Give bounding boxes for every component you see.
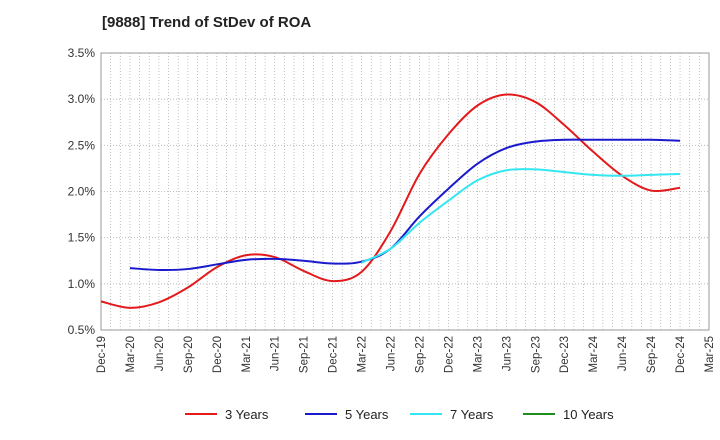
x-tick-label: Mar-21 xyxy=(241,336,253,372)
x-tick-label: Sep-21 xyxy=(299,336,311,373)
x-tick-label: Jun-23 xyxy=(501,336,513,371)
y-tick-label: 2.5% xyxy=(68,138,96,152)
series-line-3-years xyxy=(100,93,681,309)
x-tick-label: Mar-20 xyxy=(125,336,137,372)
x-tick-label: Jun-20 xyxy=(154,336,166,371)
x-tick-label: Jun-24 xyxy=(617,335,629,371)
y-axis: 0.5% 1.0% 1.5% 2.0% 2.5% 3.0% 3.5% xyxy=(68,46,96,337)
x-tick-label: Sep-22 xyxy=(414,336,426,373)
y-tick-label: 2.0% xyxy=(68,185,96,199)
x-tick-label: Dec-20 xyxy=(212,336,224,373)
x-tick-label: Dec-23 xyxy=(559,336,571,373)
x-tick-label: Mar-22 xyxy=(357,336,369,372)
x-tick-label: Jun-21 xyxy=(270,336,282,371)
x-tick-label: Sep-20 xyxy=(183,336,195,373)
x-tick-label: Jun-22 xyxy=(386,336,398,371)
legend-label: 10 Years xyxy=(563,407,614,422)
y-tick-label: 1.5% xyxy=(68,231,96,245)
x-tick-label: Dec-22 xyxy=(443,336,455,373)
y-tick-label: 3.5% xyxy=(68,46,96,60)
y-tick-label: 0.5% xyxy=(68,323,96,337)
x-tick-label: Mar-25 xyxy=(704,336,716,372)
legend-label: 5 Years xyxy=(345,407,389,422)
x-tick-label: Dec-19 xyxy=(96,336,108,373)
series-lines xyxy=(100,93,681,309)
x-tick-label: Mar-24 xyxy=(588,335,600,372)
legend: 3 Years 5 Years 7 Years 10 Years xyxy=(185,407,614,422)
x-tick-label: Dec-21 xyxy=(328,336,340,373)
legend-label: 3 Years xyxy=(225,407,269,422)
series-line-5-years xyxy=(129,138,681,272)
series-line-7-years xyxy=(361,167,681,264)
plot-frame xyxy=(100,52,710,331)
x-tick-label: Dec-24 xyxy=(675,335,687,373)
x-axis: Dec-19 Mar-20 Jun-20 Sep-20 Dec-20 Mar-21 Jun-… xyxy=(96,335,716,373)
grid xyxy=(101,52,709,331)
x-tick-label: Mar-23 xyxy=(472,336,484,372)
y-tick-label: 3.0% xyxy=(68,92,96,106)
x-tick-label: Sep-24 xyxy=(646,335,658,373)
chart-title: [9888] Trend of StDev of ROA xyxy=(102,14,312,31)
x-tick-label: Sep-23 xyxy=(530,336,542,373)
legend-label: 7 Years xyxy=(450,407,494,422)
y-tick-label: 1.0% xyxy=(68,277,96,291)
